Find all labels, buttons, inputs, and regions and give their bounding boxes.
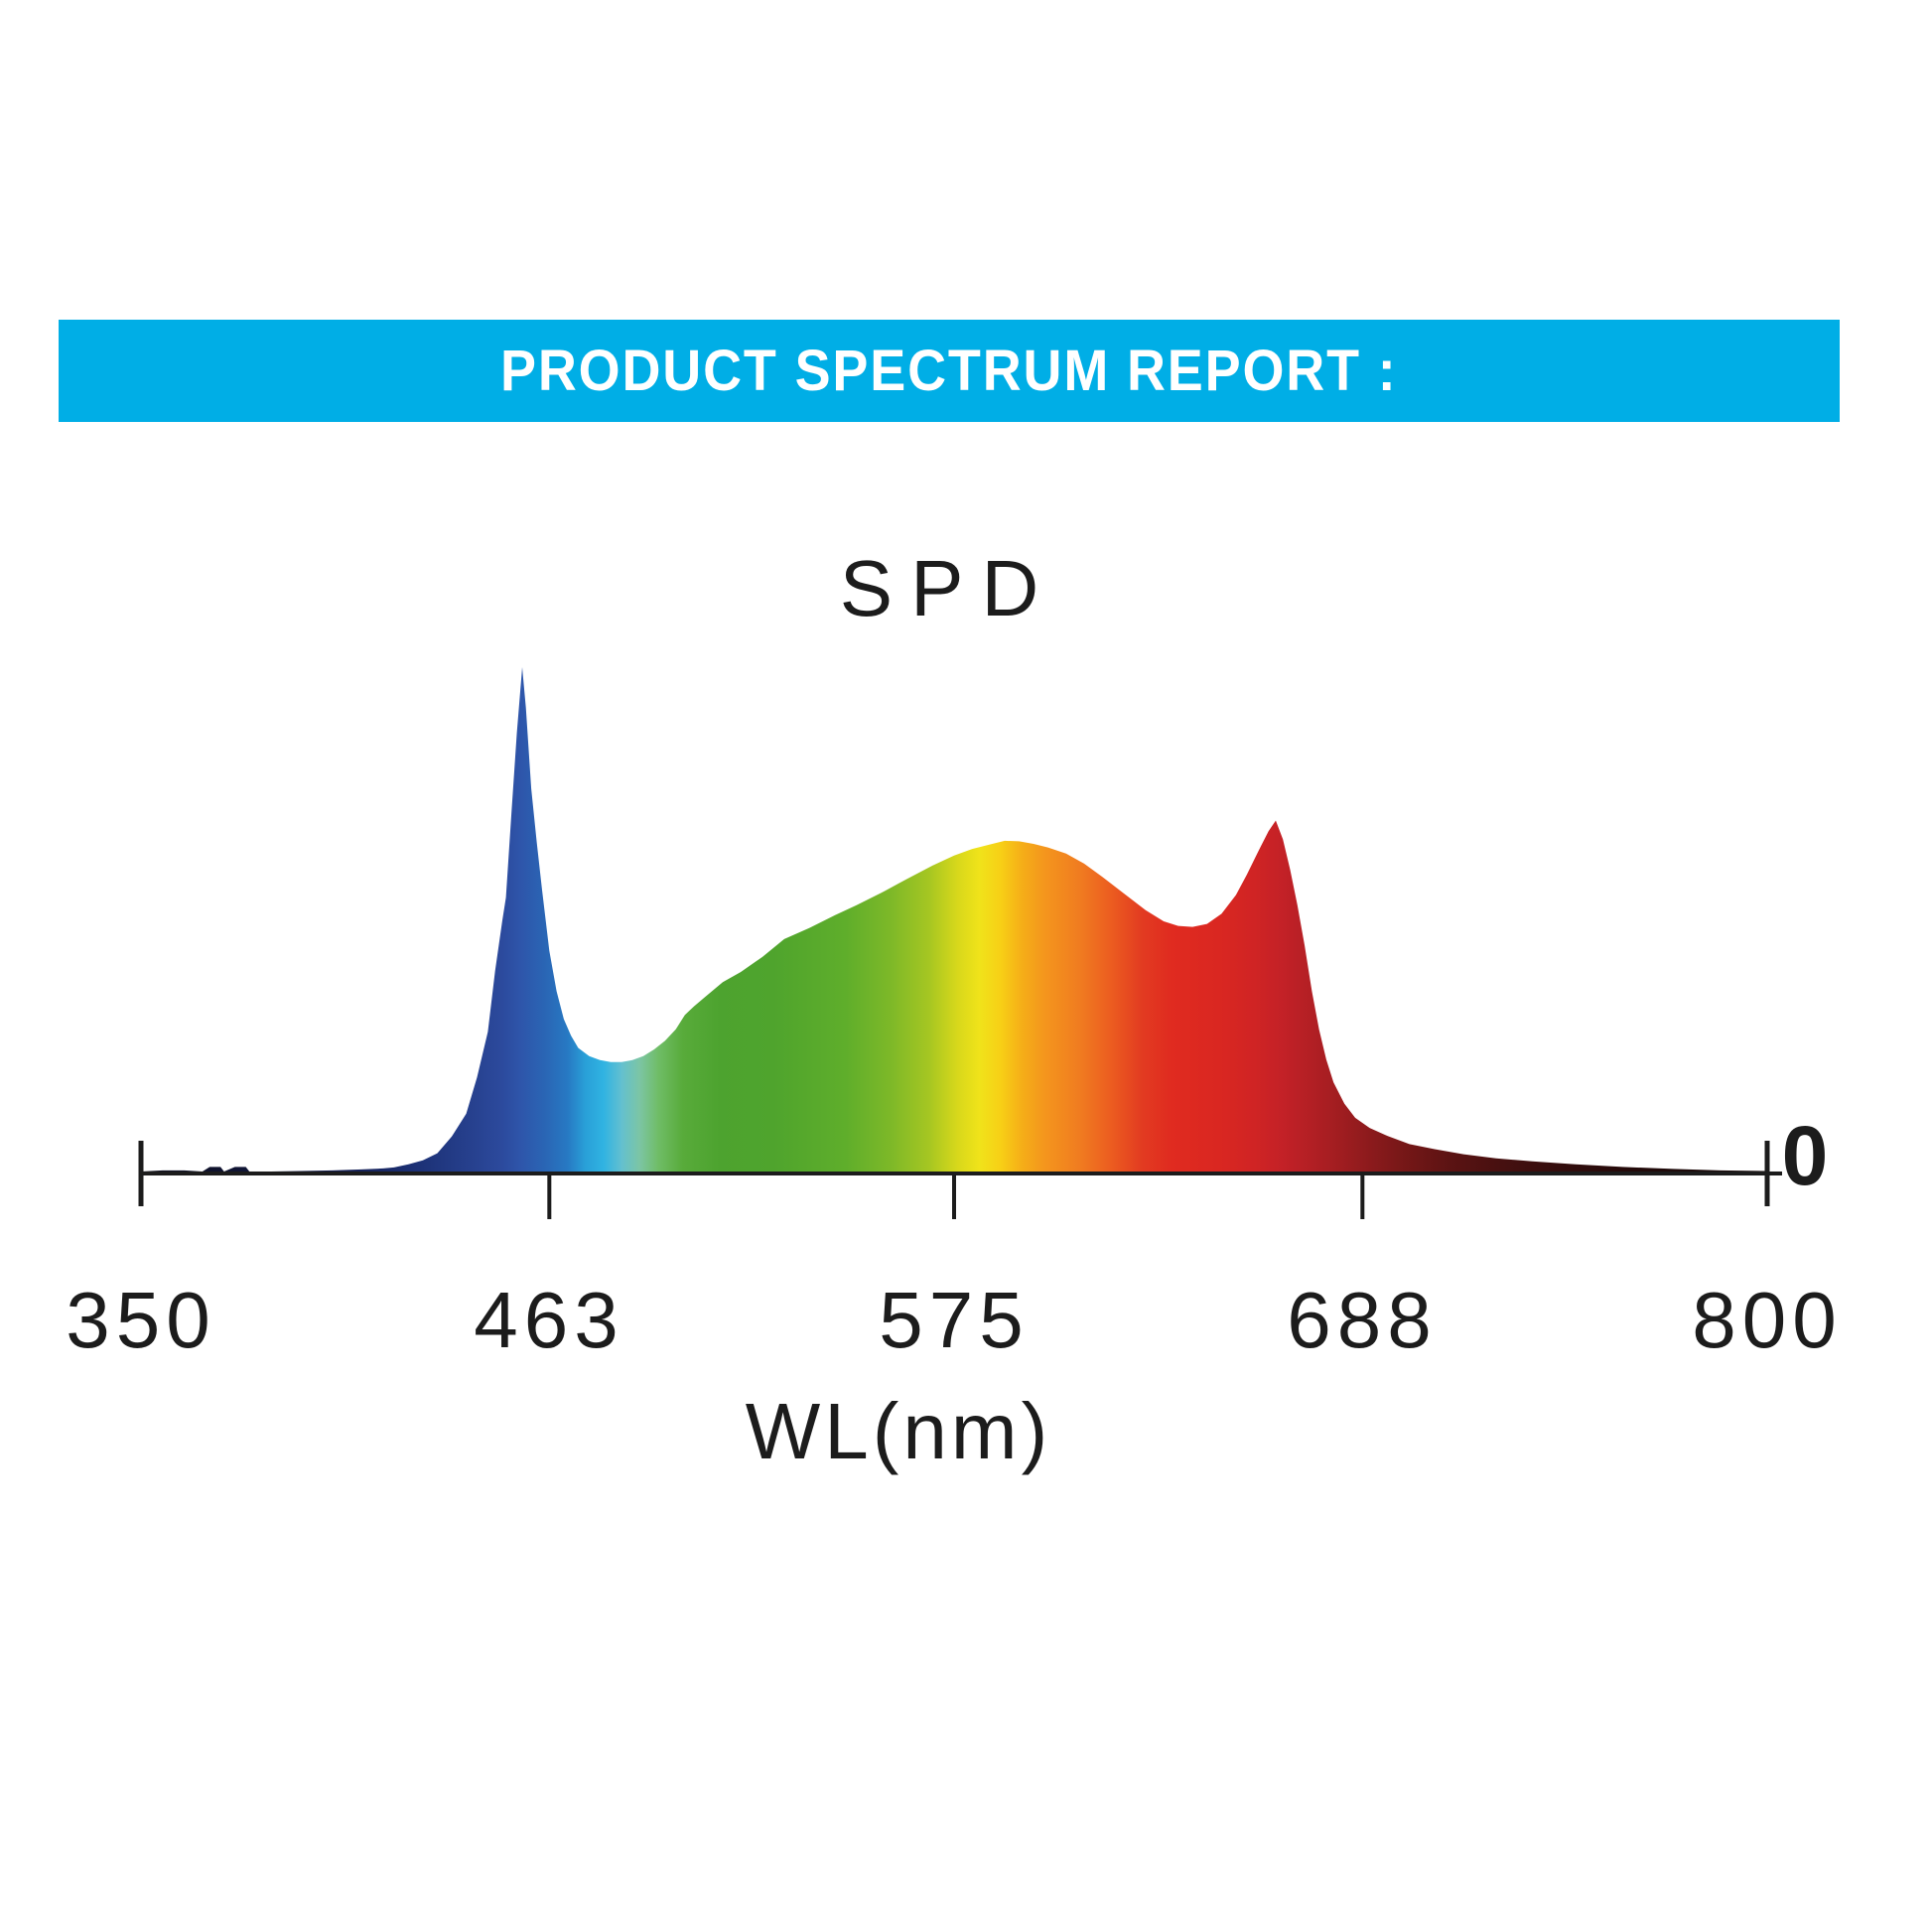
chart-title: SPD: [839, 544, 1057, 632]
spectrum-area-fill: [141, 667, 1767, 1173]
x-axis-title: WL(nm): [745, 1387, 1052, 1475]
report-header-bar: PRODUCT SPECTRUM REPORT :: [59, 320, 1840, 422]
report-header-title: PRODUCT SPECTRUM REPORT :: [500, 339, 1398, 403]
x-tick-label-575: 575: [879, 1276, 1030, 1364]
x-tick-label-350: 350: [66, 1276, 216, 1364]
x-tick-label-688: 688: [1287, 1276, 1438, 1364]
x-tick-label-800: 800: [1692, 1276, 1843, 1364]
y-axis-zero-label: 0: [1781, 1109, 1829, 1202]
x-tick-label-463: 463: [474, 1276, 624, 1364]
